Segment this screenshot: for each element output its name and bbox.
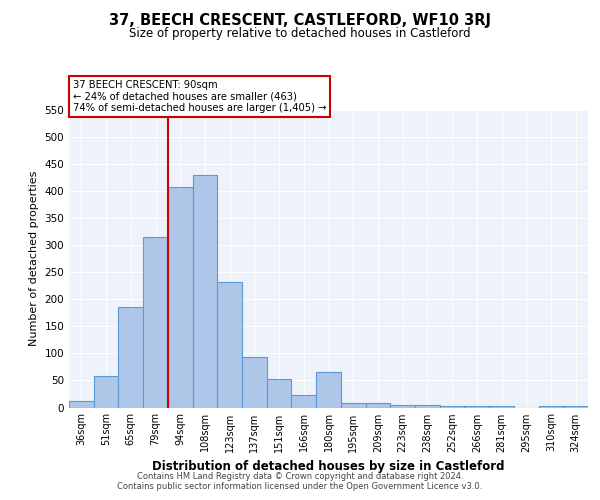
- Bar: [69, 401, 94, 407]
- Bar: [94, 376, 118, 408]
- Text: 37 BEECH CRESCENT: 90sqm
← 24% of detached houses are smaller (463)
74% of semi-: 37 BEECH CRESCENT: 90sqm ← 24% of detach…: [73, 80, 326, 112]
- Bar: [316, 372, 341, 408]
- Bar: [193, 175, 217, 408]
- Text: Size of property relative to detached houses in Castleford: Size of property relative to detached ho…: [129, 28, 471, 40]
- Bar: [563, 406, 588, 408]
- Bar: [143, 237, 168, 408]
- Bar: [341, 403, 365, 407]
- X-axis label: Distribution of detached houses by size in Castleford: Distribution of detached houses by size …: [152, 460, 505, 473]
- Text: Contains HM Land Registry data © Crown copyright and database right 2024.: Contains HM Land Registry data © Crown c…: [137, 472, 463, 481]
- Bar: [118, 308, 143, 408]
- Bar: [489, 406, 514, 408]
- Text: Contains public sector information licensed under the Open Government Licence v3: Contains public sector information licen…: [118, 482, 482, 491]
- Bar: [390, 406, 415, 407]
- Bar: [415, 406, 440, 407]
- Bar: [242, 357, 267, 408]
- Bar: [217, 282, 242, 408]
- Bar: [292, 395, 316, 407]
- Bar: [365, 403, 390, 407]
- Bar: [539, 406, 563, 407]
- Y-axis label: Number of detached properties: Number of detached properties: [29, 171, 39, 346]
- Bar: [440, 406, 464, 408]
- Bar: [267, 380, 292, 407]
- Bar: [464, 406, 489, 408]
- Bar: [168, 187, 193, 408]
- Text: 37, BEECH CRESCENT, CASTLEFORD, WF10 3RJ: 37, BEECH CRESCENT, CASTLEFORD, WF10 3RJ: [109, 12, 491, 28]
